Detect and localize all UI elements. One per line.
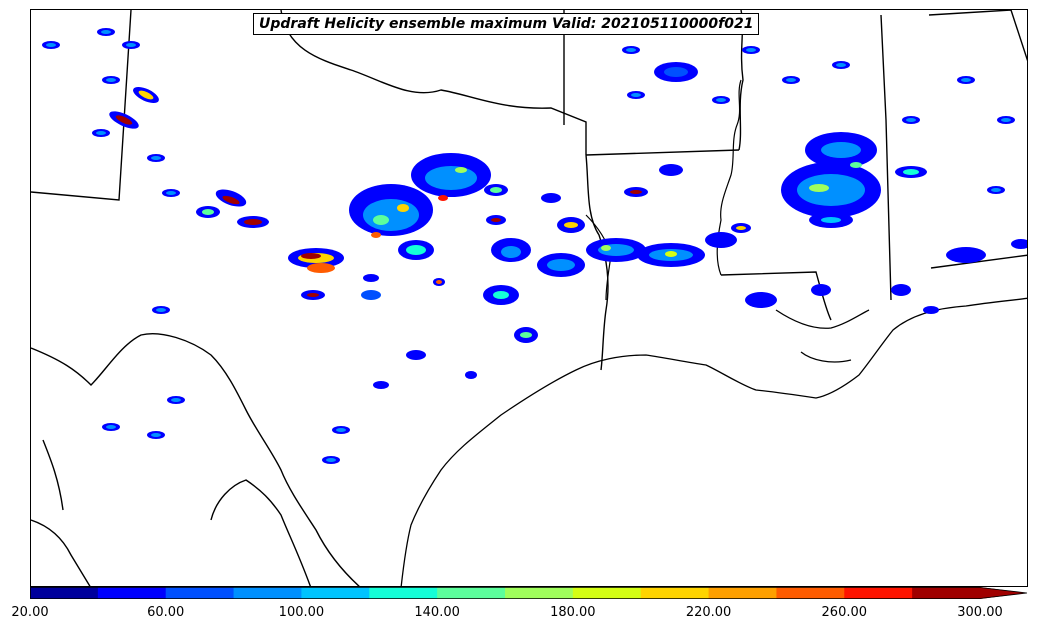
uh-swaths xyxy=(42,28,1027,464)
colorbar-segment xyxy=(437,587,506,599)
colorbar-tick-label: 180.00 xyxy=(550,605,596,620)
map-title: Updraft Helicity ensemble maximum Valid:… xyxy=(253,13,760,35)
colorbar-tick-label: 220.00 xyxy=(685,605,732,620)
colorbar-tick-label: 100.00 xyxy=(278,605,325,620)
colorbar-segment xyxy=(97,587,167,599)
river-borders xyxy=(585,79,742,301)
colorbar xyxy=(30,587,1028,599)
map-panel xyxy=(30,9,1028,587)
coastline xyxy=(400,297,1027,586)
colorbar-tick-label: 60.00 xyxy=(147,605,185,620)
colorbar-segment xyxy=(640,587,710,599)
colorbar-segment xyxy=(369,587,438,599)
colorbar-tick-label: 140.00 xyxy=(414,605,460,620)
colorbar-segment xyxy=(30,587,99,599)
colorbar-segment xyxy=(844,587,913,599)
colorbar-tick-label: 300.00 xyxy=(957,605,1003,620)
colorbar-tick-label: 20.00 xyxy=(11,605,49,620)
colorbar-extend-arrow xyxy=(980,587,1027,599)
colorbar-segment xyxy=(233,587,302,599)
map-canvas xyxy=(31,10,1027,586)
colorbar-segment xyxy=(505,587,574,599)
colorbar-labels: 20.00 60.00 100.00 140.00 180.00 220.00 260.00… xyxy=(0,605,1037,625)
colorbar-segments xyxy=(30,587,1028,599)
colorbar-segment xyxy=(165,587,235,599)
colorbar-segment xyxy=(776,587,845,599)
colorbar-tick-label: 260.00 xyxy=(821,605,868,620)
colorbar-outline xyxy=(30,587,1028,599)
colorbar-segment xyxy=(708,587,777,599)
colorbar-segment xyxy=(572,587,642,599)
colorbar-segment xyxy=(301,587,370,599)
colorbar-segment xyxy=(912,587,981,599)
state-borders xyxy=(31,10,1027,586)
